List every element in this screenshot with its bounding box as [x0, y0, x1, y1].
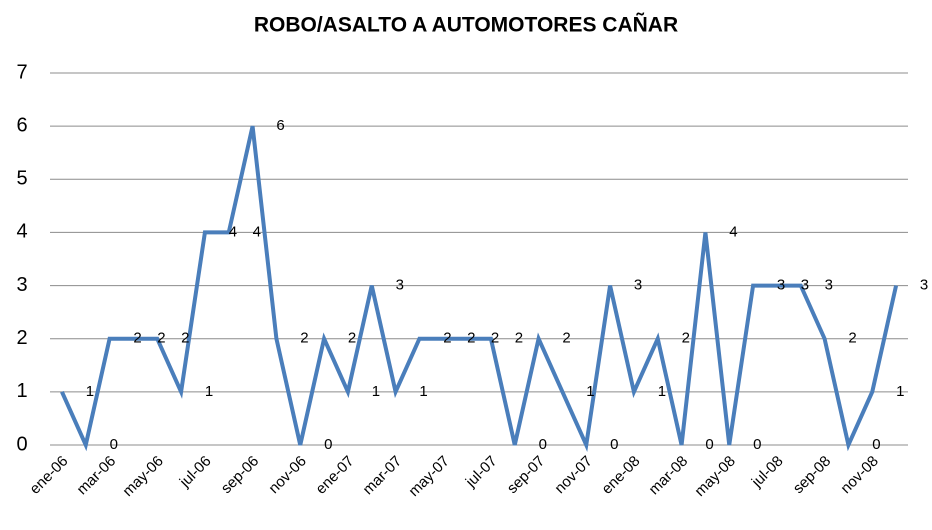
x-tick-label: jul-08 — [748, 453, 787, 492]
y-tick-label: 5 — [16, 168, 27, 190]
data-label: 3 — [396, 277, 404, 294]
data-label: 2 — [181, 330, 189, 347]
data-label: 3 — [634, 277, 642, 294]
y-tick-label: 0 — [16, 433, 27, 455]
x-tick-label: sep-08 — [790, 453, 834, 497]
x-tick-label: nov-06 — [265, 453, 309, 497]
data-label: 1 — [372, 383, 380, 400]
chart-title: ROBO/ASALTO A AUTOMOTORES CAÑAR — [254, 14, 678, 37]
data-label: 2 — [848, 330, 856, 347]
data-label: 2 — [515, 330, 523, 347]
data-label: 2 — [682, 330, 690, 347]
data-label: 2 — [157, 330, 165, 347]
data-line — [60, 125, 899, 453]
data-label: 2 — [467, 330, 475, 347]
data-label: 0 — [110, 436, 118, 453]
data-label: 2 — [133, 330, 141, 347]
data-label: 2 — [300, 330, 308, 347]
data-label: 0 — [705, 436, 713, 453]
data-label: 4 — [229, 223, 237, 240]
data-label: 2 — [348, 330, 356, 347]
x-tick-label: mar-07 — [360, 453, 406, 499]
x-tick-label: jul-07 — [462, 453, 501, 492]
data-label: 1 — [896, 383, 904, 400]
x-tick-label: may-07 — [405, 453, 452, 500]
x-tick-label: may-06 — [119, 453, 166, 500]
x-tick-label: mar-06 — [74, 453, 120, 499]
data-label: 1 — [658, 383, 666, 400]
data-label: 3 — [920, 277, 928, 294]
y-tick-label: 6 — [16, 114, 27, 136]
data-label: 4 — [253, 223, 261, 240]
data-label: 4 — [729, 223, 737, 240]
y-tick-label: 2 — [16, 327, 27, 349]
data-label: 3 — [825, 277, 833, 294]
data-label: 0 — [324, 436, 332, 453]
data-label: 0 — [539, 436, 547, 453]
data-label: 1 — [205, 383, 213, 400]
data-label: 3 — [801, 277, 809, 294]
y-tick-label: 3 — [16, 274, 27, 296]
data-label: 3 — [777, 277, 785, 294]
data-label: 2 — [491, 330, 499, 347]
x-tick-label: nov-08 — [837, 453, 881, 497]
data-label: 1 — [419, 383, 427, 400]
data-label: 6 — [276, 117, 284, 134]
data-label: 1 — [586, 383, 594, 400]
data-label: 2 — [443, 330, 451, 347]
data-label: 2 — [562, 330, 570, 347]
x-tick-label: mar-08 — [646, 453, 692, 499]
x-tick-label: sep-06 — [218, 453, 262, 497]
data-label: 0 — [610, 436, 618, 453]
x-tick-label: ene-06 — [26, 453, 71, 498]
x-tick-label: jul-06 — [176, 453, 215, 492]
x-tick-label: sep-07 — [504, 453, 548, 497]
y-tick-label: 4 — [16, 221, 27, 243]
x-tick-label: may-08 — [691, 453, 738, 500]
y-tick-label: 7 — [16, 61, 27, 83]
data-label: 0 — [753, 436, 761, 453]
x-tick-label: ene-08 — [598, 453, 643, 498]
x-tick-label: nov-07 — [551, 453, 595, 497]
data-label: 1 — [86, 383, 94, 400]
data-label: 0 — [872, 436, 880, 453]
y-tick-label: 1 — [16, 380, 27, 402]
x-tick-label: ene-07 — [312, 453, 357, 498]
